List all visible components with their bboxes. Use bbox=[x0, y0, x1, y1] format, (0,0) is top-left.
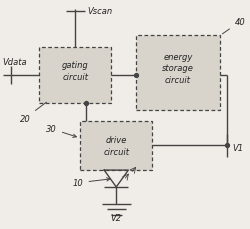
Text: gating
circuit: gating circuit bbox=[62, 60, 88, 81]
Text: Vscan: Vscan bbox=[87, 7, 112, 16]
Bar bbox=[136, 36, 220, 110]
Text: energy
storage
circuit: energy storage circuit bbox=[162, 52, 194, 85]
Text: drive
circuit: drive circuit bbox=[103, 135, 129, 156]
Bar bbox=[39, 47, 112, 103]
Text: 10: 10 bbox=[73, 178, 110, 188]
Text: V1: V1 bbox=[232, 144, 243, 153]
Text: Vdata: Vdata bbox=[3, 57, 28, 66]
Text: V2: V2 bbox=[111, 213, 122, 222]
Bar bbox=[80, 121, 152, 170]
Text: 30: 30 bbox=[46, 125, 76, 138]
Text: 40: 40 bbox=[222, 18, 245, 35]
Text: 20: 20 bbox=[20, 103, 46, 123]
